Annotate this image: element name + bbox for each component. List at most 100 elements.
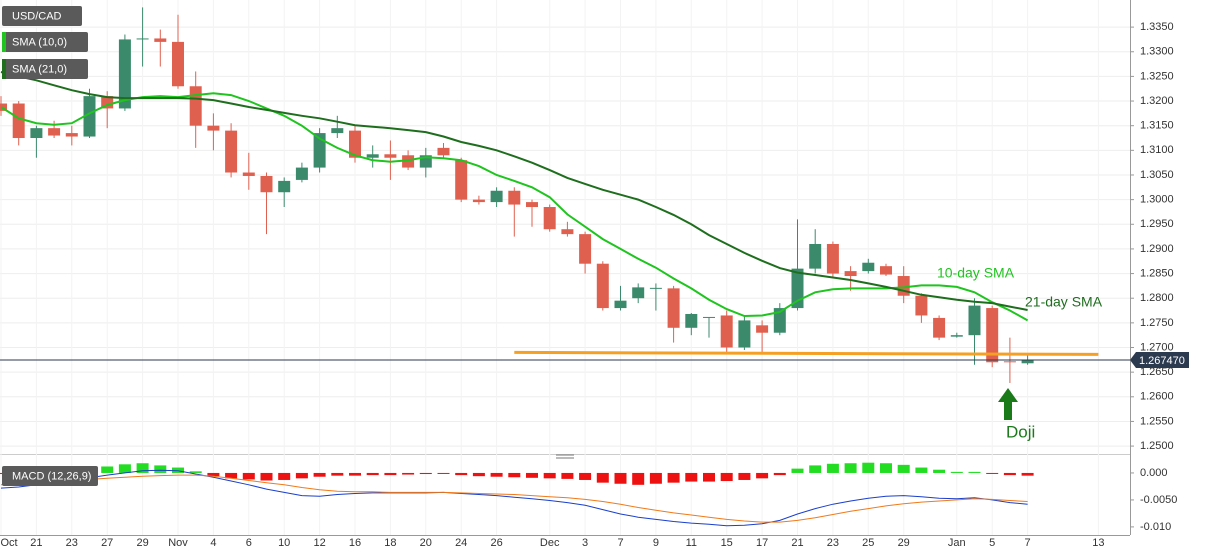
candle-body bbox=[1021, 359, 1034, 364]
candle-body bbox=[685, 313, 698, 328]
candle-body bbox=[933, 317, 946, 338]
candle-body bbox=[366, 154, 379, 158]
histogram-bar bbox=[897, 464, 910, 473]
candle-body bbox=[649, 287, 662, 289]
candle-body bbox=[437, 147, 450, 156]
candle-body bbox=[490, 190, 503, 203]
histogram-bar bbox=[225, 472, 238, 479]
histogram-bar bbox=[543, 472, 556, 479]
y-tick-label: 1.3100 bbox=[1140, 144, 1174, 156]
histogram-bar bbox=[986, 472, 999, 474]
candle-body bbox=[48, 128, 61, 136]
legend-label: SMA (10,0) bbox=[12, 36, 67, 48]
x-tick-label: 26 bbox=[490, 537, 502, 549]
candle-body bbox=[384, 154, 397, 158]
annotation: Doji bbox=[1006, 422, 1035, 441]
histogram-bar bbox=[331, 472, 344, 476]
histogram-bar bbox=[809, 465, 822, 473]
x-tick-label: 24 bbox=[455, 537, 467, 549]
histogram-bar bbox=[685, 472, 698, 482]
sma-line bbox=[0, 71, 1028, 311]
histogram-bar bbox=[933, 469, 946, 473]
y-tick-label: 1.3300 bbox=[1140, 46, 1174, 58]
histogram-bar bbox=[455, 472, 468, 476]
candle-body bbox=[278, 180, 291, 193]
y-tick-label: 1.3000 bbox=[1140, 194, 1174, 206]
histogram-bar bbox=[756, 472, 769, 479]
candle-body bbox=[30, 128, 43, 139]
x-tick-label: 17 bbox=[756, 537, 768, 549]
histogram-bar bbox=[189, 471, 202, 473]
histogram-bar bbox=[773, 472, 786, 476]
candle-body bbox=[880, 266, 892, 275]
candle-body bbox=[756, 325, 769, 333]
candle-body bbox=[508, 190, 521, 205]
candle-body bbox=[773, 308, 786, 333]
candle-body bbox=[242, 172, 255, 176]
candle-body bbox=[632, 287, 645, 299]
candle-body bbox=[543, 207, 556, 230]
x-tick-label: 12 bbox=[313, 537, 325, 549]
y-tick-label: -0.0050 bbox=[1140, 494, 1177, 506]
histogram-bar bbox=[968, 471, 981, 473]
x-tick-label: 29 bbox=[898, 537, 910, 549]
histogram-bar bbox=[295, 472, 308, 479]
x-tick-label: Nov bbox=[168, 537, 188, 549]
histogram-bar bbox=[278, 472, 291, 480]
histogram-bar bbox=[862, 462, 875, 473]
histogram-bar bbox=[384, 472, 397, 476]
x-tick-label: 7 bbox=[1025, 537, 1031, 549]
sma-line bbox=[0, 92, 1029, 322]
histogram-bar bbox=[720, 472, 733, 482]
histogram-bar bbox=[508, 472, 521, 478]
legend-label: SMA (21,0) bbox=[12, 63, 67, 75]
y-tick-label: 1.3350 bbox=[1140, 21, 1174, 33]
x-tick-label: 5 bbox=[989, 537, 995, 549]
x-tick-label: 23 bbox=[827, 537, 839, 549]
candle-body bbox=[136, 38, 149, 40]
candle-body bbox=[118, 39, 131, 109]
x-tick-label: Dec bbox=[540, 537, 560, 549]
histogram-bar bbox=[242, 472, 255, 480]
candle-body bbox=[596, 263, 609, 309]
histogram-bar bbox=[579, 472, 592, 480]
y-tick-label: 1.3150 bbox=[1140, 120, 1174, 132]
candle-body bbox=[614, 300, 627, 309]
histogram-bar bbox=[649, 472, 662, 484]
histogram-bar bbox=[915, 467, 928, 473]
histogram-bar bbox=[561, 472, 574, 479]
x-tick-label: 10 bbox=[278, 537, 290, 549]
candle-body bbox=[189, 86, 202, 126]
candle-body bbox=[1003, 361, 1016, 363]
histogram-bar bbox=[313, 472, 326, 477]
histogram-bar bbox=[366, 472, 379, 476]
candle-body bbox=[83, 96, 96, 137]
histogram-bar bbox=[950, 471, 963, 473]
y-tick-label: 1.2550 bbox=[1140, 415, 1174, 427]
histogram-bar bbox=[844, 463, 857, 473]
y-tick-label: 1.3250 bbox=[1140, 70, 1174, 82]
x-tick-label: 7 bbox=[617, 537, 623, 549]
y-tick-label: 1.2700 bbox=[1140, 341, 1174, 353]
x-tick-label: 11 bbox=[686, 537, 697, 549]
legend-label: MACD (12,26,9) bbox=[12, 470, 91, 482]
macd-line bbox=[0, 474, 1028, 523]
histogram-bar bbox=[791, 468, 804, 473]
candle-body bbox=[402, 155, 415, 168]
macd-line bbox=[0, 469, 1028, 527]
x-tick-label: 25 bbox=[862, 537, 874, 549]
x-tick-label: 9 bbox=[653, 537, 659, 549]
histogram-bar bbox=[614, 472, 627, 484]
candle-body bbox=[968, 305, 981, 336]
histogram-bar bbox=[596, 472, 609, 483]
histogram-bar bbox=[738, 472, 751, 480]
candle-body bbox=[331, 128, 344, 134]
x-tick-label: 23 bbox=[66, 537, 78, 549]
x-tick-label: 15 bbox=[721, 537, 733, 549]
histogram-bar bbox=[880, 463, 892, 473]
x-tick-label: 13 bbox=[1092, 537, 1104, 549]
histogram-bar bbox=[136, 463, 149, 473]
histogram-bar bbox=[526, 472, 538, 478]
x-tick-label: 3 bbox=[582, 537, 588, 549]
x-tick-label: 27 bbox=[101, 537, 113, 549]
